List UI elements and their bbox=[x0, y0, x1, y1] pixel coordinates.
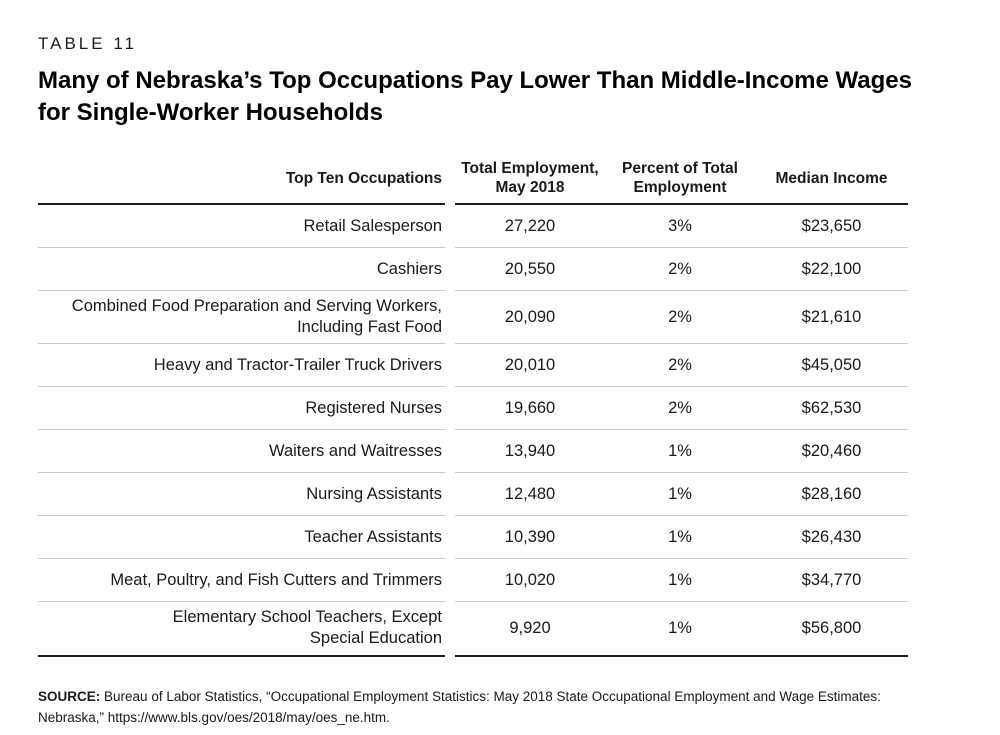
percent-cell: 2% bbox=[668, 307, 692, 326]
percent-cell: 2% bbox=[668, 398, 692, 417]
income-cell: $62,530 bbox=[801, 398, 862, 417]
income-cell: $28,160 bbox=[801, 484, 862, 503]
employment-cell: 13,940 bbox=[504, 441, 556, 460]
header-data-segment: Total Employment, May 2018 Percent of To… bbox=[455, 155, 908, 206]
employment-cell: 10,390 bbox=[504, 527, 556, 546]
source-line-2: Nebraska,” https://www.bls.gov/oes/2018/… bbox=[38, 709, 390, 725]
table-row: Waiters and Waitresses 13,940 1% $20,460 bbox=[38, 430, 908, 474]
source-label: SOURCE: bbox=[38, 688, 101, 704]
column-header-percent-of-total: Percent of Total Employment bbox=[622, 160, 738, 197]
table-row: Elementary School Teachers, Except Speci… bbox=[38, 602, 908, 657]
occupation-cell: Meat, Poultry, and Fish Cutters and Trim… bbox=[38, 559, 445, 603]
percent-cell: 2% bbox=[668, 259, 692, 278]
table-row: Heavy and Tractor-Trailer Truck Drivers … bbox=[38, 344, 908, 388]
table-row: Retail Salesperson 27,220 3% $23,650 bbox=[38, 205, 908, 249]
row-data-segment: 20,090 2% $21,610 bbox=[455, 291, 908, 345]
percent-cell: 1% bbox=[668, 484, 692, 503]
occupation-cell: Nursing Assistants bbox=[38, 473, 445, 517]
table-row: Registered Nurses 19,660 2% $62,530 bbox=[38, 387, 908, 431]
percent-cell: 2% bbox=[668, 355, 692, 374]
table-row: Combined Food Preparation and Serving Wo… bbox=[38, 291, 908, 345]
percent-cell: 1% bbox=[668, 570, 692, 589]
row-data-segment: 19,660 2% $62,530 bbox=[455, 387, 908, 431]
table-title-line-2: for Single-Worker Households bbox=[38, 98, 383, 126]
occupation-cell: Cashiers bbox=[38, 248, 445, 292]
occupation-cell: Teacher Assistants bbox=[38, 516, 445, 560]
column-header-occupations: Top Ten Occupations bbox=[38, 155, 445, 206]
employment-cell: 27,220 bbox=[504, 216, 556, 235]
column-header-total-employment: Total Employment, May 2018 bbox=[461, 160, 599, 197]
employment-cell: 20,550 bbox=[504, 259, 556, 278]
employment-cell: 10,020 bbox=[504, 570, 556, 589]
table-number-label: TABLE 11 bbox=[38, 34, 137, 53]
table-row: Cashiers 20,550 2% $22,100 bbox=[38, 248, 908, 292]
employment-cell: 19,660 bbox=[504, 398, 556, 417]
table-row: Meat, Poultry, and Fish Cutters and Trim… bbox=[38, 559, 908, 603]
row-data-segment: 10,390 1% $26,430 bbox=[455, 516, 908, 560]
income-cell: $56,800 bbox=[801, 618, 862, 637]
source-citation-text: Bureau of Labor Statistics, “Occupationa… bbox=[104, 688, 881, 704]
row-data-segment: 20,010 2% $45,050 bbox=[455, 344, 908, 388]
row-data-segment: 10,020 1% $34,770 bbox=[455, 559, 908, 603]
row-data-segment: 20,550 2% $22,100 bbox=[455, 248, 908, 292]
table-header-row: Top Ten Occupations Total Employment, Ma… bbox=[38, 155, 908, 206]
employment-cell: 12,480 bbox=[504, 484, 556, 503]
employment-cell: 9,920 bbox=[509, 618, 551, 637]
income-cell: $45,050 bbox=[801, 355, 862, 374]
occupation-cell: Waiters and Waitresses bbox=[38, 430, 445, 474]
table-title-line-1: Many of Nebraska’s Top Occupations Pay L… bbox=[38, 67, 912, 94]
occupations-table: Top Ten Occupations Total Employment, Ma… bbox=[38, 155, 908, 657]
occupation-cell: Retail Salesperson bbox=[38, 205, 445, 249]
income-cell: $22,100 bbox=[801, 259, 862, 278]
employment-cell: 20,010 bbox=[504, 355, 556, 374]
source-note: SOURCE: Bureau of Labor Statistics, “Occ… bbox=[38, 687, 970, 729]
percent-cell: 1% bbox=[668, 618, 692, 637]
table-row: Nursing Assistants 12,480 1% $28,160 bbox=[38, 473, 908, 517]
income-cell: $34,770 bbox=[801, 570, 862, 589]
column-header-median-income: Median Income bbox=[775, 169, 888, 187]
occupation-cell: Registered Nurses bbox=[38, 387, 445, 431]
table-title: Many of Nebraska’s Top Occupations Pay L… bbox=[38, 65, 970, 128]
occupation-cell: Combined Food Preparation and Serving Wo… bbox=[38, 291, 445, 345]
row-data-segment: 9,920 1% $56,800 bbox=[455, 602, 908, 657]
row-data-segment: 13,940 1% $20,460 bbox=[455, 430, 908, 474]
income-cell: $26,430 bbox=[801, 527, 862, 546]
income-cell: $20,460 bbox=[801, 441, 862, 460]
income-cell: $21,610 bbox=[801, 307, 862, 326]
row-data-segment: 27,220 3% $23,650 bbox=[455, 205, 908, 249]
occupation-cell: Heavy and Tractor-Trailer Truck Drivers bbox=[38, 344, 445, 388]
percent-cell: 3% bbox=[668, 216, 692, 235]
percent-cell: 1% bbox=[668, 527, 692, 546]
employment-cell: 20,090 bbox=[504, 307, 556, 326]
row-data-segment: 12,480 1% $28,160 bbox=[455, 473, 908, 517]
source-line-1: SOURCE: Bureau of Labor Statistics, “Occ… bbox=[38, 689, 881, 704]
occupation-cell: Elementary School Teachers, Except Speci… bbox=[38, 602, 445, 657]
percent-cell: 1% bbox=[668, 441, 692, 460]
table-row: Teacher Assistants 10,390 1% $26,430 bbox=[38, 516, 908, 560]
income-cell: $23,650 bbox=[801, 216, 862, 235]
